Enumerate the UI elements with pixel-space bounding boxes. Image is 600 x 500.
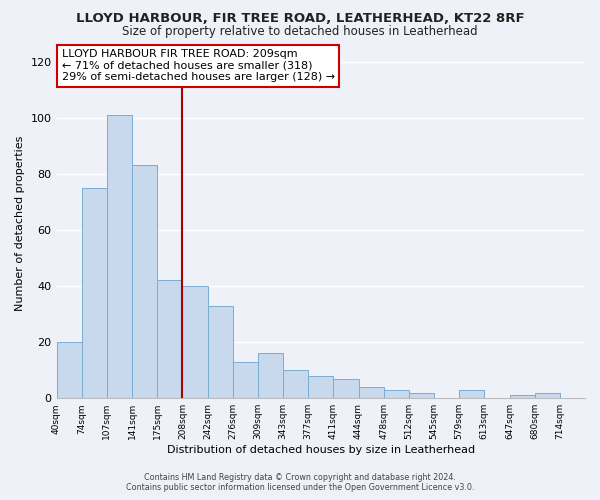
X-axis label: Distribution of detached houses by size in Leatherhead: Distribution of detached houses by size …: [167, 445, 475, 455]
Text: LLOYD HARBOUR FIR TREE ROAD: 209sqm
← 71% of detached houses are smaller (318)
2: LLOYD HARBOUR FIR TREE ROAD: 209sqm ← 71…: [62, 50, 335, 82]
Bar: [157, 280, 182, 398]
Bar: [308, 376, 334, 398]
Bar: [132, 166, 157, 398]
Bar: [208, 306, 233, 398]
Text: Size of property relative to detached houses in Leatherhead: Size of property relative to detached ho…: [122, 25, 478, 38]
Bar: [359, 387, 383, 398]
Text: LLOYD HARBOUR, FIR TREE ROAD, LEATHERHEAD, KT22 8RF: LLOYD HARBOUR, FIR TREE ROAD, LEATHERHEA…: [76, 12, 524, 26]
Bar: [509, 396, 535, 398]
Bar: [283, 370, 308, 398]
Bar: [258, 354, 283, 398]
Bar: [107, 115, 132, 398]
Bar: [334, 378, 359, 398]
Bar: [82, 188, 107, 398]
Bar: [383, 390, 409, 398]
Y-axis label: Number of detached properties: Number of detached properties: [15, 135, 25, 310]
Text: Contains HM Land Registry data © Crown copyright and database right 2024.
Contai: Contains HM Land Registry data © Crown c…: [126, 473, 474, 492]
Bar: [182, 286, 208, 398]
Bar: [459, 390, 484, 398]
Bar: [535, 392, 560, 398]
Bar: [409, 392, 434, 398]
Bar: [56, 342, 82, 398]
Bar: [233, 362, 258, 398]
